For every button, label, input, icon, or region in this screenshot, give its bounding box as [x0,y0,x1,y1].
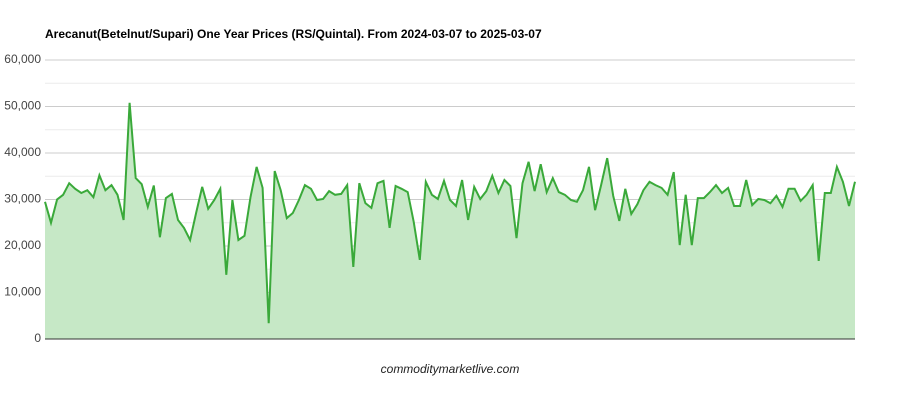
y-tick-label: 60,000 [4,52,41,66]
footer: commoditymarketlive.com [381,362,520,376]
area-fill [45,102,855,339]
y-tick-label: 50,000 [4,99,41,113]
y-tick-label: 0 [34,331,41,345]
y-tick-label: 30,000 [4,192,41,206]
y-tick-label: 20,000 [4,238,41,252]
price-line [44,102,856,324]
y-tick-label: 10,000 [4,285,41,299]
y-tick-label: 40,000 [4,145,41,159]
chart-title: Arecanut(Betelnut/Supari) One Year Price… [45,27,542,41]
